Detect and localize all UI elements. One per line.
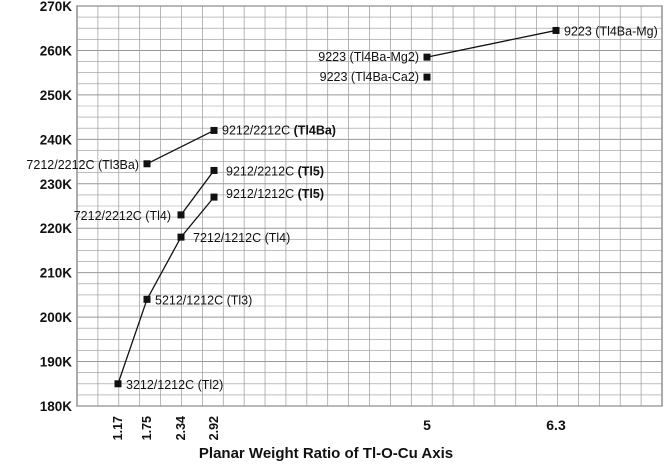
data-point-label: 9212/2212C (Tl5) bbox=[226, 164, 324, 178]
data-point-label: 7212/2212C (Tl3Ba) bbox=[26, 158, 139, 172]
series-line bbox=[117, 196, 215, 384]
x-tick-label: 2.34 bbox=[174, 416, 188, 440]
data-point-label-text: 7212/2212C (Tl4) bbox=[74, 209, 171, 223]
y-tick-label: 250K bbox=[40, 88, 73, 103]
y-tick-label: 270K bbox=[40, 0, 73, 14]
x-tick-label: 6.3 bbox=[546, 417, 566, 433]
series-line bbox=[146, 129, 215, 165]
data-point-label-text: 7212/2212C (Tl3Ba) bbox=[26, 158, 139, 172]
y-tick-label: 210K bbox=[40, 266, 73, 281]
y-tick-label: 180K bbox=[40, 399, 73, 414]
data-point-marker bbox=[177, 211, 185, 219]
data-point-label-text: 9212/2212C bbox=[222, 123, 294, 137]
data-point-label: 9223 (Tl4Ba-Mg) bbox=[564, 24, 658, 38]
data-point-label: 5212/1212C (Tl3) bbox=[155, 293, 252, 307]
x-axis-title: Planar Weight Ratio of Tl-O-Cu Axis bbox=[199, 445, 453, 462]
data-point-label-text: 5212/1212C (Tl3) bbox=[155, 293, 252, 307]
data-point-label-text: 9223 (Tl4Ba-Mg2) bbox=[318, 50, 419, 64]
data-point-label: 9212/2212C (Tl4Ba) bbox=[222, 123, 336, 137]
data-point-label-bold: (Tl5) bbox=[298, 164, 324, 178]
data-points bbox=[114, 26, 560, 388]
x-tick-label: 5 bbox=[423, 417, 431, 433]
data-point-label: 7212/2212C (Tl4) bbox=[74, 209, 171, 223]
series-line bbox=[426, 29, 557, 58]
data-point-marker bbox=[210, 126, 218, 134]
data-point-label-text: 9212/2212C bbox=[226, 164, 298, 178]
data-point-marker bbox=[210, 166, 218, 174]
point-labels: 3212/1212C (Tl2) 5212/1212C (Tl3) 7212/121… bbox=[26, 24, 657, 391]
data-point-label: 3212/1212C (Tl2) bbox=[126, 378, 223, 392]
data-point-marker bbox=[423, 73, 431, 81]
data-point-label: 7212/1212C (Tl4) bbox=[193, 231, 290, 245]
data-point-marker bbox=[177, 233, 185, 241]
y-tick-label: 220K bbox=[40, 221, 73, 236]
series-line bbox=[180, 170, 215, 216]
data-point-label-text: 9212/1212C bbox=[226, 187, 298, 201]
series-lines bbox=[117, 29, 557, 384]
data-point-marker bbox=[210, 193, 218, 201]
data-point-label: 9223 (Tl4Ba-Mg2) bbox=[318, 50, 419, 64]
data-point-label-text: 7212/1212C (Tl4) bbox=[193, 231, 290, 245]
y-tick-label: 200K bbox=[40, 310, 73, 325]
data-point-marker bbox=[552, 26, 560, 34]
data-point-label: 9223 (Tl4Ba-Ca2) bbox=[320, 70, 419, 84]
y-tick-label: 260K bbox=[40, 43, 73, 58]
data-point-label-text: 9223 (Tl4Ba-Mg) bbox=[564, 24, 658, 38]
x-tick-label: 2.92 bbox=[207, 416, 221, 440]
data-point-marker bbox=[423, 53, 431, 61]
y-axis-ticks: 180K 190K 200K 210K 220K 230K 240K 250K 260K 270K bbox=[40, 0, 73, 414]
x-axis-ticks: 1.17 1.75 2.34 2.92 5 6.3 bbox=[111, 416, 566, 440]
y-tick-label: 190K bbox=[40, 355, 73, 370]
data-point-label-text: 9223 (Tl4Ba-Ca2) bbox=[320, 70, 419, 84]
x-tick-label: 1.75 bbox=[140, 416, 154, 440]
data-point-marker bbox=[143, 295, 151, 303]
data-point-label: 9212/1212C (Tl5) bbox=[226, 187, 324, 201]
data-point-marker bbox=[143, 160, 151, 168]
data-point-label-bold: (Tl5) bbox=[298, 187, 324, 201]
x-tick-label: 1.17 bbox=[111, 416, 125, 440]
y-tick-label: 230K bbox=[40, 177, 73, 192]
y-tick-label: 240K bbox=[40, 132, 73, 147]
data-point-label-bold: (Tl4Ba) bbox=[294, 123, 336, 137]
data-point-marker bbox=[114, 380, 122, 388]
data-point-label-text: 3212/1212C (Tl2) bbox=[126, 378, 223, 392]
grid bbox=[76, 5, 663, 407]
